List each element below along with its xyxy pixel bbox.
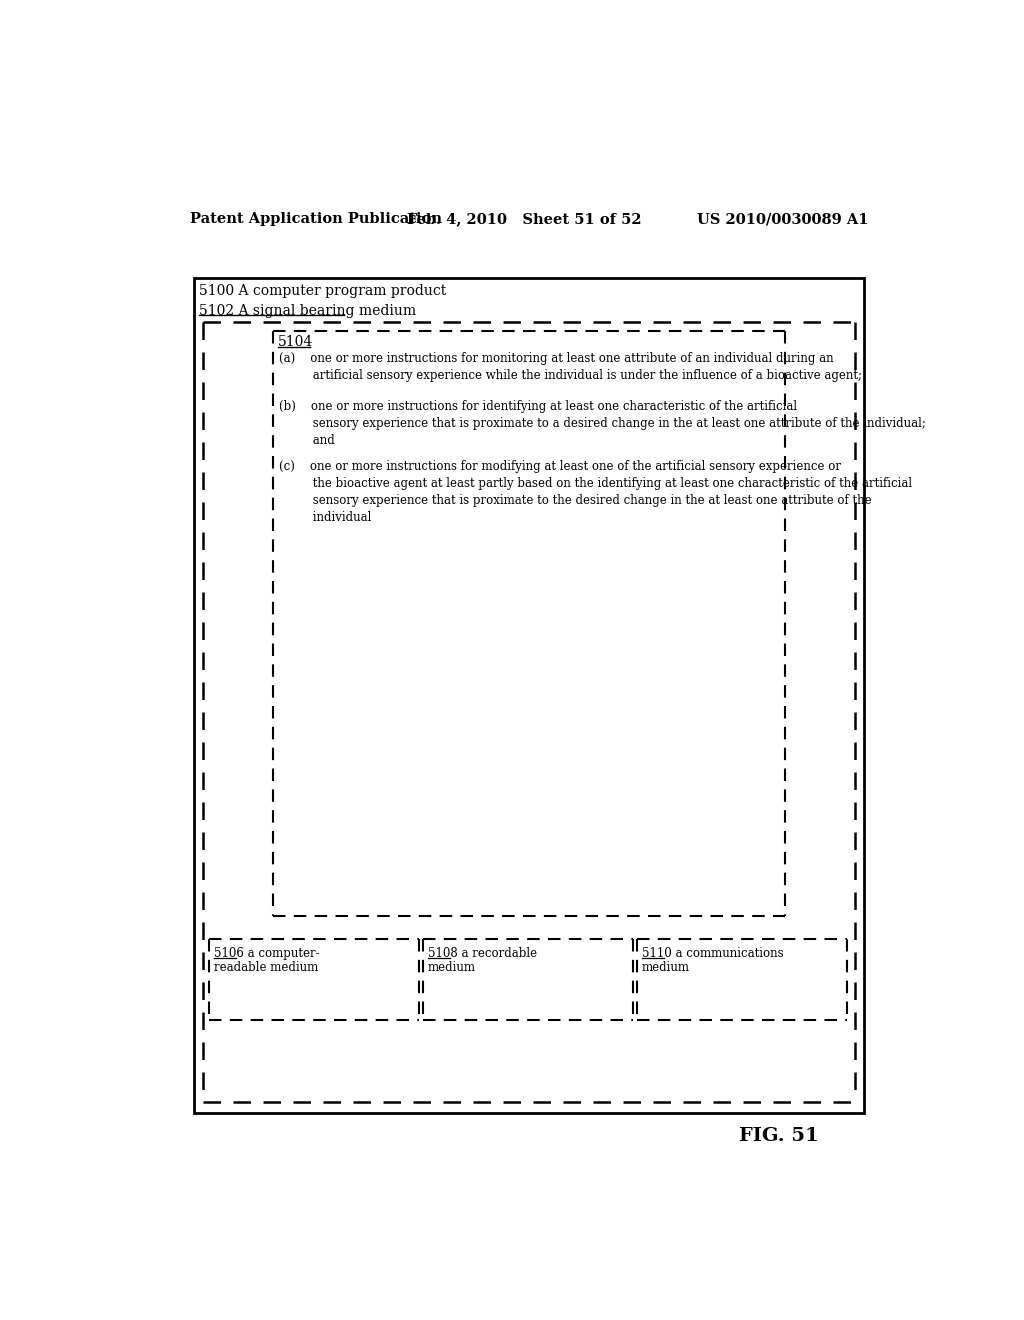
Text: medium: medium (642, 961, 690, 974)
Text: Feb. 4, 2010   Sheet 51 of 52: Feb. 4, 2010 Sheet 51 of 52 (408, 213, 642, 226)
Text: (c)    one or more instructions for modifying at least one of the artificial sen: (c) one or more instructions for modifyi… (280, 461, 912, 524)
Text: (b)    one or more instructions for identifying at least one characteristic of t: (b) one or more instructions for identif… (280, 400, 926, 447)
Text: FIG. 51: FIG. 51 (739, 1127, 819, 1144)
Text: medium: medium (428, 961, 476, 974)
Text: US 2010/0030089 A1: US 2010/0030089 A1 (696, 213, 868, 226)
Text: 5104: 5104 (278, 335, 312, 350)
Text: Patent Application Publication: Patent Application Publication (190, 213, 442, 226)
Text: 5110 a communications: 5110 a communications (642, 946, 783, 960)
Bar (194, 277, 864, 1113)
Text: (a)    one or more instructions for monitoring at least one attribute of an indi: (a) one or more instructions for monitor… (280, 352, 862, 383)
Text: 5106 a computer-: 5106 a computer- (214, 946, 319, 960)
Text: 5108 a recordable: 5108 a recordable (428, 946, 537, 960)
Text: readable medium: readable medium (214, 961, 318, 974)
Text: 5100 A computer program product: 5100 A computer program product (199, 284, 445, 298)
Text: 5102 A signal bearing medium: 5102 A signal bearing medium (199, 304, 416, 318)
